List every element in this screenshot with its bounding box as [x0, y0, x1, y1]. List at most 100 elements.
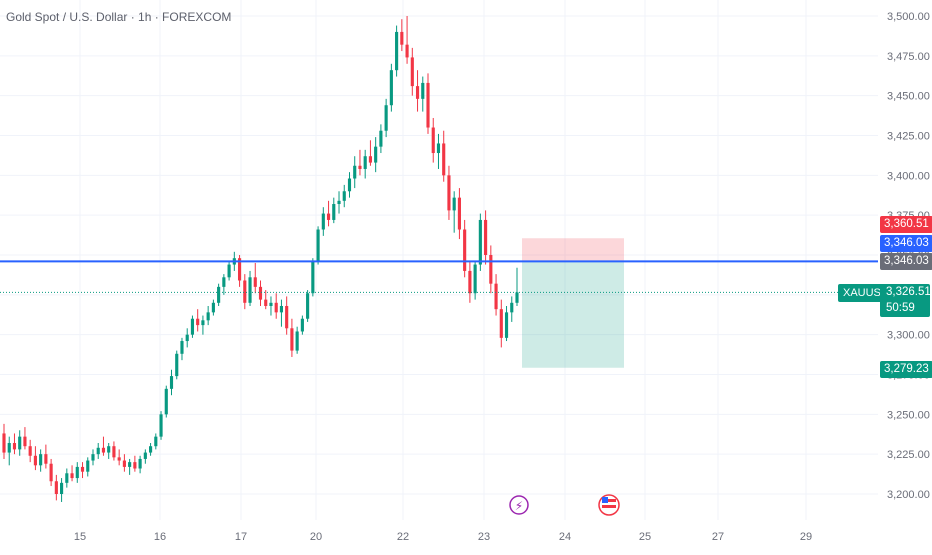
candle-body — [237, 258, 242, 281]
candle-body — [410, 57, 414, 87]
candle-body — [290, 328, 294, 351]
candle-body — [347, 178, 352, 192]
candle-body — [436, 143, 441, 154]
candle-body — [337, 200, 341, 205]
candle-body — [211, 302, 215, 313]
candle-body — [28, 446, 32, 456]
candle-body — [389, 70, 393, 106]
candle-body — [107, 446, 111, 453]
candle-body — [117, 457, 121, 461]
candle-body — [264, 299, 268, 306]
candle-body — [510, 302, 514, 313]
candle-body — [112, 446, 116, 458]
candle-body — [499, 309, 503, 338]
us-flag-stripe — [602, 499, 616, 502]
candle-body — [269, 302, 273, 306]
candle-body — [489, 255, 493, 284]
candle-body — [175, 353, 179, 377]
symbol-label: XAUUSD — [838, 284, 894, 302]
bar-countdown: 50:59 — [886, 302, 915, 314]
candle-body — [49, 463, 53, 482]
y-tick-label: 3,500.00 — [887, 11, 930, 23]
y-tick-label: 3,425.00 — [887, 131, 930, 143]
candle-body — [279, 305, 284, 313]
candle-body — [201, 320, 205, 326]
candle-body — [39, 454, 43, 466]
candle-body — [379, 130, 383, 147]
candle-body — [384, 105, 388, 131]
candle-body — [154, 436, 158, 447]
x-tick-label: 23 — [478, 531, 490, 543]
candle-body — [431, 127, 435, 154]
candle-body — [478, 219, 482, 265]
candle-body — [342, 191, 346, 201]
candle-body — [374, 146, 378, 163]
candle-body — [258, 286, 263, 300]
candle-body — [2, 433, 6, 453]
y-tick-label: 3,475.00 — [887, 51, 930, 63]
candle-body — [326, 213, 331, 220]
candle-body — [468, 270, 472, 294]
last-price-value: 3,326.51 — [886, 286, 931, 298]
candle-body — [484, 219, 488, 255]
x-tick-label: 16 — [154, 531, 166, 543]
candle-body — [227, 264, 231, 278]
candle-body — [494, 283, 498, 310]
candle-body — [463, 229, 467, 271]
candle-body — [421, 82, 425, 99]
candle-body — [248, 277, 252, 303]
candle-body — [515, 292, 519, 303]
y-tick-label: 3,400.00 — [887, 170, 930, 182]
candle-body — [358, 165, 362, 169]
target-price-label: 3,279.23 — [880, 361, 932, 378]
entry-price-label: 3,346.03 — [880, 235, 932, 252]
candle-body — [185, 334, 189, 342]
candle-body — [128, 462, 132, 467]
candle-body — [164, 388, 168, 415]
candle-body — [332, 204, 336, 220]
candle-body — [70, 473, 74, 479]
x-tick-label: 29 — [800, 531, 812, 543]
candle-body — [311, 261, 315, 294]
candle-body — [274, 302, 278, 313]
line-price-label: 3,346.03 — [880, 253, 932, 270]
candle-body — [321, 213, 325, 230]
candle-body — [452, 197, 456, 211]
candle-body — [80, 466, 85, 472]
y-tick-label: 3,250.00 — [887, 409, 930, 421]
x-tick-label: 17 — [235, 531, 247, 543]
candle-body — [60, 482, 64, 494]
chart-title: Gold Spot / U.S. Dollar · 1h · FOREXCOM — [6, 10, 232, 24]
y-tick-label: 3,225.00 — [887, 449, 930, 461]
candle-body — [133, 462, 137, 469]
candle-body — [504, 312, 509, 338]
candle-body — [86, 460, 90, 472]
candle-body — [295, 331, 299, 351]
target-zone — [522, 261, 624, 368]
candle-body — [447, 175, 451, 211]
candle-body — [122, 460, 126, 467]
y-tick-label: 3,300.00 — [887, 330, 930, 342]
x-tick-label: 20 — [310, 531, 322, 543]
candle-body — [405, 44, 409, 58]
candle-body — [473, 264, 477, 294]
y-tick-label: 3,450.00 — [887, 91, 930, 103]
lightning-icon — [509, 495, 529, 515]
candle-body — [363, 156, 367, 169]
last-price-label: 3,326.51 50:59 — [880, 284, 931, 317]
candle-body — [12, 443, 17, 450]
candle-body — [18, 436, 22, 450]
candle-body — [457, 197, 461, 230]
candle-body — [169, 376, 174, 389]
candle-body — [44, 454, 48, 464]
x-tick-label: 15 — [74, 531, 86, 543]
candle-body — [222, 277, 226, 287]
candle-body — [415, 86, 420, 99]
candle-body — [400, 31, 404, 45]
x-tick-label: 22 — [397, 531, 409, 543]
us-flag-canton — [602, 497, 608, 503]
candle-body — [395, 31, 399, 71]
stop-price-label: 3,360.51 — [880, 216, 932, 233]
